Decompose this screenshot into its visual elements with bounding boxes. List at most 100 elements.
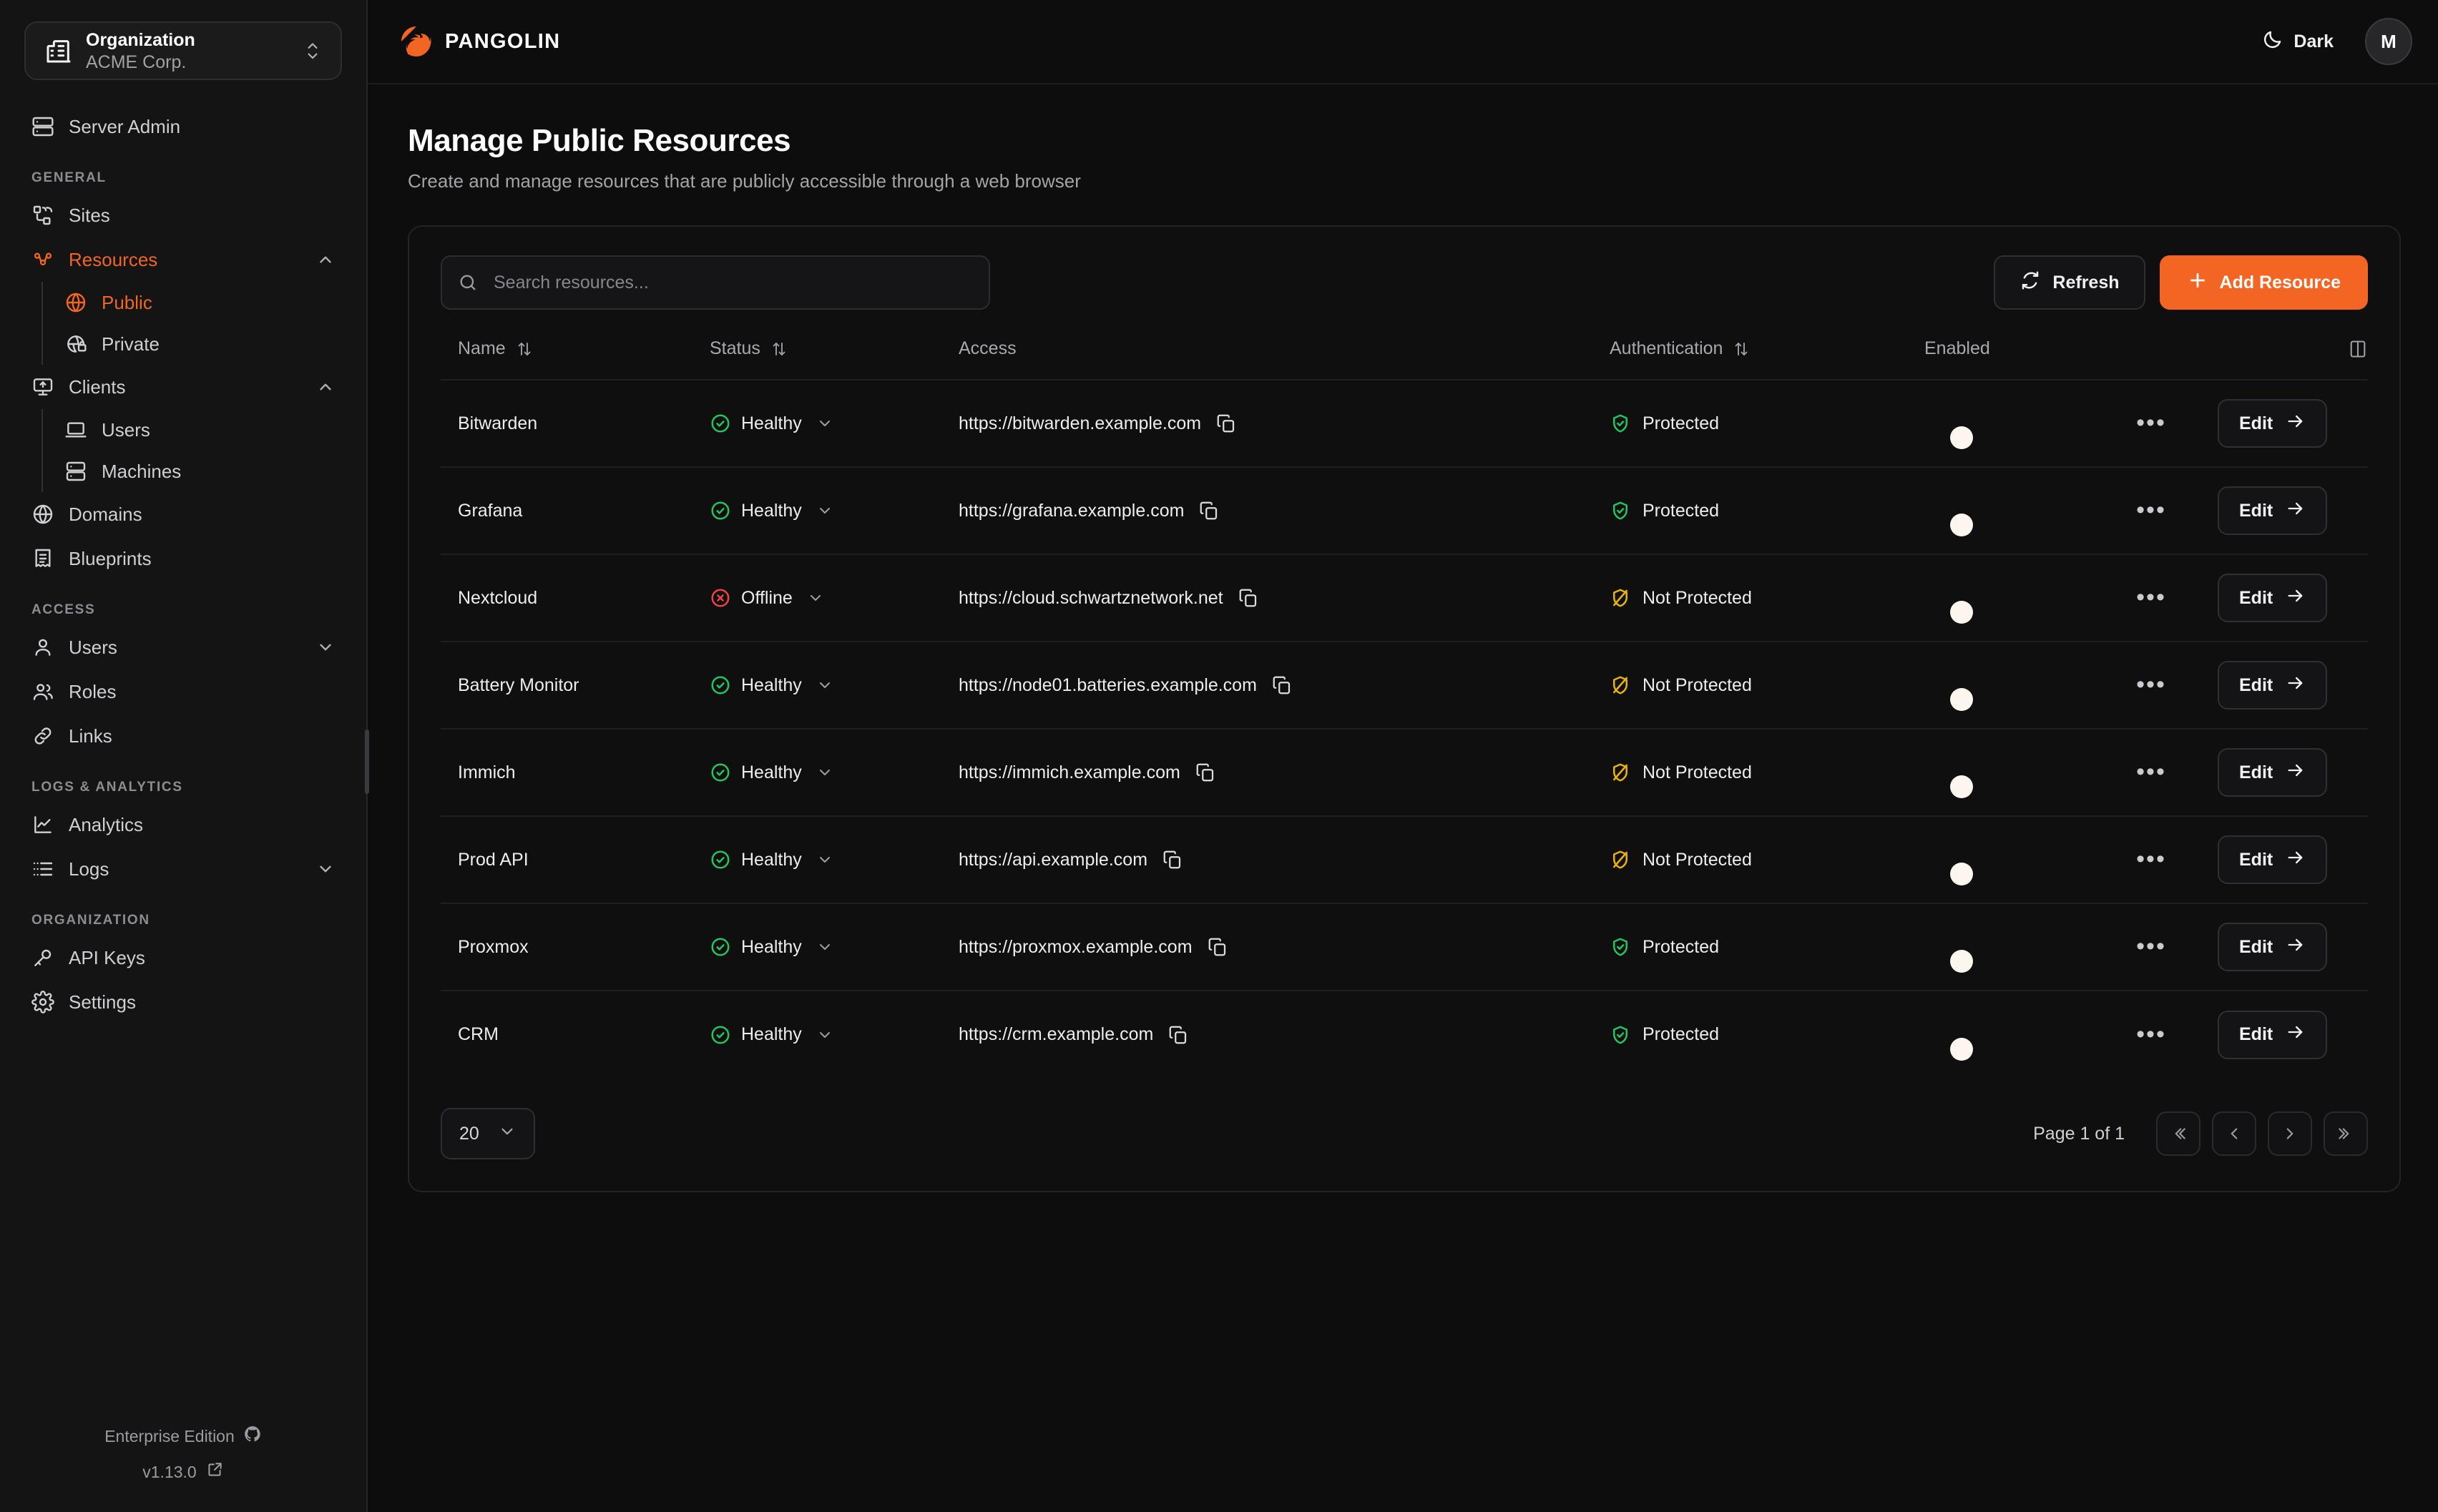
column-header-status[interactable]: Status [710,338,959,380]
access-url[interactable]: https://node01.batteries.example.com [959,674,1257,695]
row-menu-button[interactable]: ••• [2136,671,2166,699]
refresh-button[interactable]: Refresh [1994,255,2145,310]
search-input[interactable] [441,255,990,310]
sidebar-item-domains[interactable]: Domains [21,492,345,536]
table-row[interactable]: Battery Monitor Healthy [441,641,2368,729]
org-switcher[interactable]: Organization ACME Corp. [24,21,342,80]
sidebar-item-users-client[interactable]: Users [54,409,345,451]
sidebar-item-roles[interactable]: Roles [21,669,345,714]
row-menu-button[interactable]: ••• [2136,409,2166,437]
copy-icon[interactable] [1195,762,1216,783]
access-url[interactable]: https://immich.example.com [959,762,1180,782]
access-url[interactable]: https://cloud.schwartznetwork.net [959,587,1223,608]
sidebar-item-resources[interactable]: Resources [21,237,345,282]
table-row[interactable]: Immich Healthy [441,728,2368,816]
row-menu-button[interactable]: ••• [2136,584,2166,612]
sidebar-item-settings[interactable]: Settings [21,980,345,1024]
column-header-columns-toggle[interactable] [2218,338,2368,380]
sidebar-item-logs[interactable]: Logs [21,847,345,891]
chevron-up-icon[interactable] [316,250,335,269]
sidebar-item-clients[interactable]: Clients [21,365,345,409]
sidebar-item-sites[interactable]: Sites [21,193,345,237]
table-row[interactable]: Prod API Healthy [441,815,2368,903]
chevron-up-icon[interactable] [316,378,335,396]
cell-status[interactable]: Healthy [710,641,959,729]
chevron-down-icon[interactable] [807,589,824,607]
columns-icon[interactable] [2348,339,2368,359]
edit-button[interactable]: Edit [2218,748,2328,797]
last-page-button[interactable] [2324,1111,2368,1156]
sidebar-item-server-admin[interactable]: Server Admin [21,104,345,149]
sidebar-item-users[interactable]: Users [21,625,345,669]
edit-button[interactable]: Edit [2218,399,2328,448]
sidebar-scrollbar[interactable] [365,730,369,794]
sidebar-item-links[interactable]: Links [21,714,345,758]
page-size-select[interactable]: 20 [441,1108,535,1159]
edit-button[interactable]: Edit [2218,835,2328,884]
row-menu-button[interactable]: ••• [2136,758,2166,786]
chevron-down-icon[interactable] [816,851,833,868]
sidebar-item-analytics[interactable]: Analytics [21,802,345,847]
table-row[interactable]: Grafana Healthy [441,466,2368,554]
chevron-down-icon[interactable] [816,502,833,519]
cell-status[interactable]: Healthy [710,903,959,991]
copy-icon[interactable] [1198,500,1220,521]
sidebar-item-public[interactable]: Public [54,282,345,323]
cell-status[interactable]: Healthy [710,466,959,554]
edition-link[interactable]: Enterprise Edition [104,1425,262,1448]
column-header-name[interactable]: Name [441,338,710,380]
copy-icon[interactable] [1207,936,1228,958]
sidebar-item-private[interactable]: Private [54,323,345,365]
edit-button[interactable]: Edit [2218,1010,2328,1059]
sort-icon[interactable] [770,340,788,358]
table-row[interactable]: Proxmox Healthy [441,903,2368,991]
column-header-authentication[interactable]: Authentication [1610,338,1924,380]
cell-status[interactable]: Healthy [710,990,959,1078]
copy-icon[interactable] [1167,1024,1189,1046]
next-page-button[interactable] [2268,1111,2312,1156]
row-menu-button[interactable]: ••• [2136,496,2166,524]
access-url[interactable]: https://crm.example.com [959,1024,1154,1044]
row-menu-button[interactable]: ••• [2136,933,2166,961]
copy-icon[interactable] [1162,849,1183,870]
access-url[interactable]: https://grafana.example.com [959,500,1185,521]
avatar[interactable]: M [2365,18,2412,65]
sort-icon[interactable] [1733,340,1750,358]
cell-status[interactable]: Offline [710,554,959,642]
table-row[interactable]: CRM Healthy [441,990,2368,1078]
chevron-down-icon[interactable] [816,677,833,694]
access-url[interactable]: https://api.example.com [959,849,1148,870]
chevron-down-icon[interactable] [816,938,833,956]
chevron-down-icon[interactable] [316,860,335,878]
chevron-down-icon[interactable] [816,1026,833,1044]
chevron-down-icon[interactable] [816,415,833,432]
edit-button[interactable]: Edit [2218,574,2328,622]
table-row[interactable]: Bitwarden Healthy [441,379,2368,467]
edit-button[interactable]: Edit [2218,661,2328,710]
first-page-button[interactable] [2156,1111,2200,1156]
access-url[interactable]: https://proxmox.example.com [959,936,1193,957]
chevron-down-icon[interactable] [816,764,833,781]
copy-icon[interactable] [1215,413,1237,434]
copy-icon[interactable] [1238,587,1259,609]
sort-icon[interactable] [516,340,533,358]
cell-status[interactable]: Healthy [710,815,959,903]
sidebar-item-machines[interactable]: Machines [54,451,345,492]
row-menu-button[interactable]: ••• [2136,845,2166,873]
edit-button[interactable]: Edit [2218,486,2328,535]
table-row[interactable]: Nextcloud Offline [441,554,2368,642]
row-menu-button[interactable]: ••• [2136,1020,2166,1048]
version-link[interactable]: v1.13.0 [142,1461,223,1483]
theme-toggle[interactable]: Dark [2262,29,2334,55]
sidebar-item-api-keys[interactable]: API Keys [21,936,345,980]
chevron-down-icon[interactable] [316,638,335,657]
cell-status[interactable]: Healthy [710,379,959,467]
cell-status[interactable]: Healthy [710,728,959,816]
prev-page-button[interactable] [2212,1111,2256,1156]
brand[interactable]: PANGOLIN [399,24,560,59]
sidebar-item-blueprints[interactable]: Blueprints [21,536,345,581]
add-resource-button[interactable]: Add Resource [2159,255,2368,310]
copy-icon[interactable] [1271,674,1293,696]
edit-button[interactable]: Edit [2218,923,2328,971]
access-url[interactable]: https://bitwarden.example.com [959,413,1202,433]
